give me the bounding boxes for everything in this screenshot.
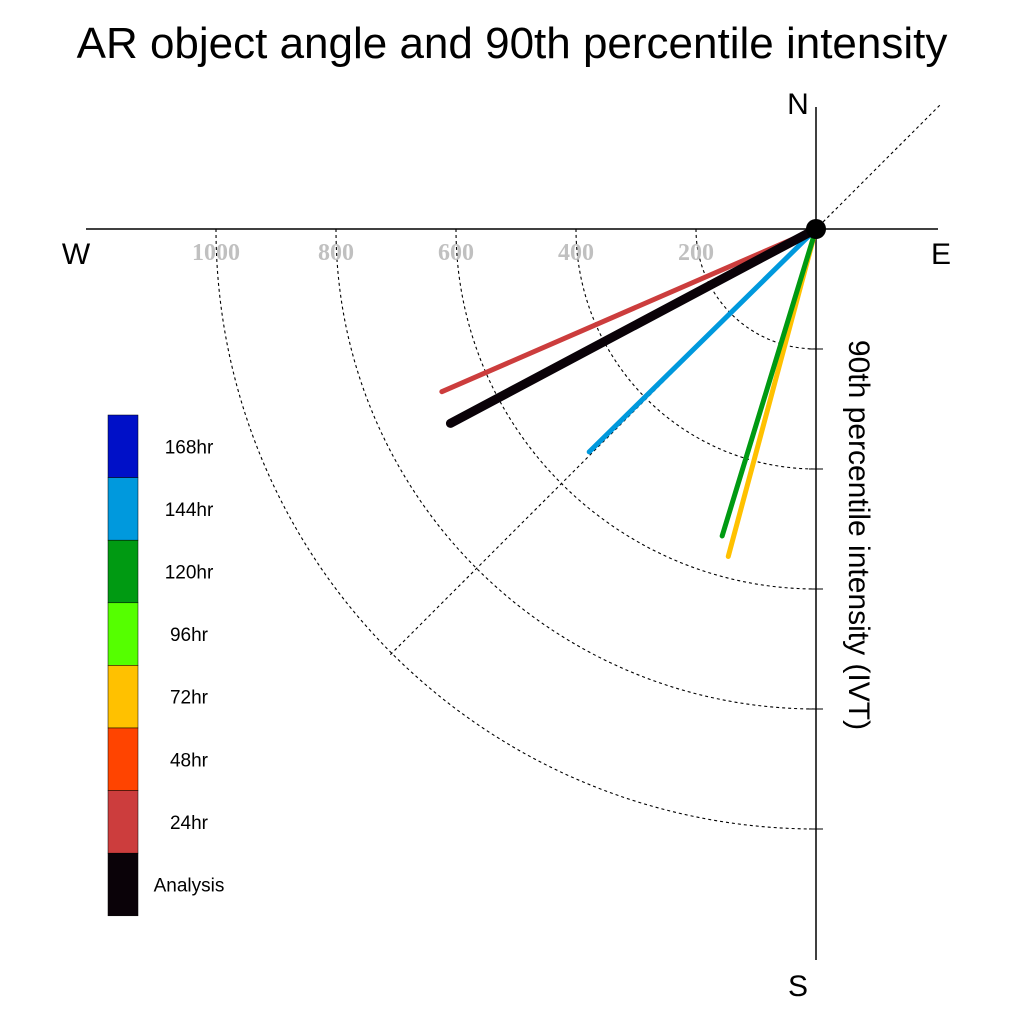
y-axis-label: 90th percentile intensity (IVT): [842, 340, 875, 730]
radial-tick-label: 600: [438, 240, 474, 266]
east-label: E: [931, 238, 951, 271]
legend-swatch-24hr: [107, 790, 139, 854]
radial-circle: [215, 228, 817, 830]
legend-swatch-144hr: [107, 477, 139, 541]
legend-swatch-analysis: [107, 852, 139, 917]
south-label: S: [788, 970, 808, 1003]
vector-144hr: [586, 226, 819, 455]
radial-tick-label: 400: [558, 240, 594, 266]
legend-label-144hr: 144hr: [165, 500, 214, 521]
vector-24hr: [439, 226, 819, 395]
legend-swatch-48hr: [107, 727, 139, 791]
legend-label-120hr: 120hr: [165, 563, 214, 584]
north-label: N: [787, 88, 809, 121]
legend-swatch-168hr: [107, 414, 139, 478]
radial-circle: [695, 228, 817, 350]
legend-swatch-96hr: [107, 602, 139, 666]
legend-swatch-72hr: [107, 665, 139, 729]
radial-tick-label: 1000: [192, 240, 240, 266]
legend-label-168hr: 168hr: [165, 437, 214, 458]
legend-label-24hr: 24hr: [170, 813, 209, 834]
vector-analysis: [445, 224, 821, 428]
legend-label-72hr: 72hr: [170, 688, 209, 709]
legend-label-48hr: 48hr: [170, 750, 209, 771]
legend-label-analysis: Analysis: [154, 876, 225, 897]
vector-series: [439, 219, 826, 559]
west-label: W: [62, 238, 91, 271]
radial-tick-labels: 1000 800 600 400 200: [192, 240, 714, 266]
legend-label-96hr: 96hr: [170, 625, 209, 646]
legend-swatch-120hr: [107, 539, 139, 604]
radial-tick-label: 800: [318, 240, 354, 266]
chart-title: AR object angle and 90th percentile inte…: [77, 19, 948, 68]
legend: 168hr 144hr 120hr 96hr 72hr 48hr 24hr Analysis: [107, 414, 225, 917]
origin-marker: [806, 219, 826, 239]
radial-tick-label: 200: [678, 240, 714, 266]
vector-120hr: [719, 226, 819, 539]
